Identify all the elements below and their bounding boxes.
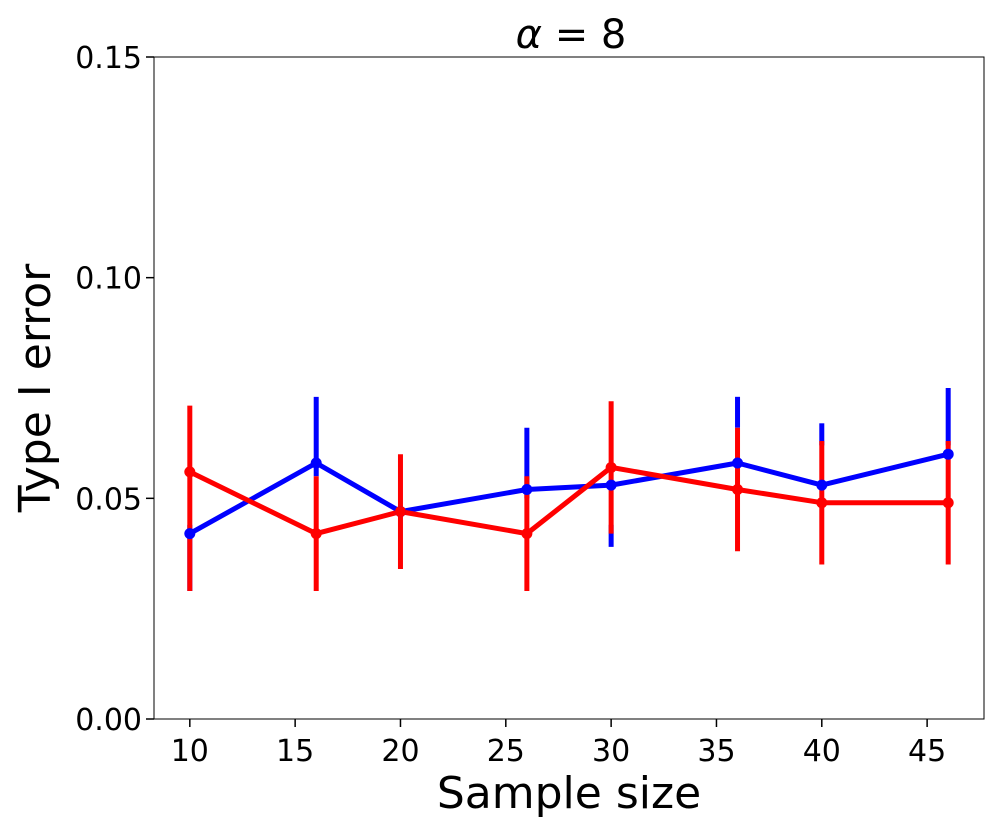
x-tick-label: 45 <box>908 734 946 769</box>
data-point <box>816 497 828 509</box>
data-point <box>942 497 954 509</box>
title-rest: = 8 <box>542 12 626 58</box>
data-point <box>816 479 828 491</box>
data-point <box>942 448 954 460</box>
data-point <box>310 528 322 540</box>
x-tick-label: 25 <box>487 734 525 769</box>
plot-frame <box>153 56 985 720</box>
x-tick-label: 15 <box>276 734 314 769</box>
x-axis-label: Sample size <box>437 768 701 819</box>
x-axis: 10 15 20 25 30 35 40 45 <box>171 719 946 769</box>
title-alpha: α <box>516 12 542 58</box>
chart-title: α = 8 <box>516 12 627 58</box>
data-point <box>732 484 744 496</box>
x-tick-label: 20 <box>381 734 419 769</box>
data-point <box>310 457 322 469</box>
x-tick-label: 10 <box>171 734 209 769</box>
series-points <box>184 448 954 540</box>
data-point <box>521 484 533 496</box>
y-axis: 0.00 0.05 0.10 0.15 <box>75 41 154 738</box>
data-point <box>184 528 196 540</box>
series-line-1 <box>188 451 949 536</box>
x-tick-label: 35 <box>697 734 735 769</box>
data-point <box>605 461 617 473</box>
data-point <box>732 457 744 469</box>
x-tick-label: 30 <box>592 734 630 769</box>
data-point <box>184 466 196 478</box>
y-tick-label: 0.15 <box>75 41 142 76</box>
series-line-2 <box>188 464 949 537</box>
x-tick-label: 40 <box>803 734 841 769</box>
data-point <box>605 479 617 491</box>
y-tick-label: 0.00 <box>75 703 142 738</box>
y-tick-label: 0.10 <box>75 262 142 297</box>
y-tick-label: 0.05 <box>75 482 142 517</box>
series-lines <box>188 451 949 537</box>
data-point <box>521 528 533 540</box>
data-point <box>394 506 406 518</box>
y-axis-label: Type I error <box>10 263 61 513</box>
